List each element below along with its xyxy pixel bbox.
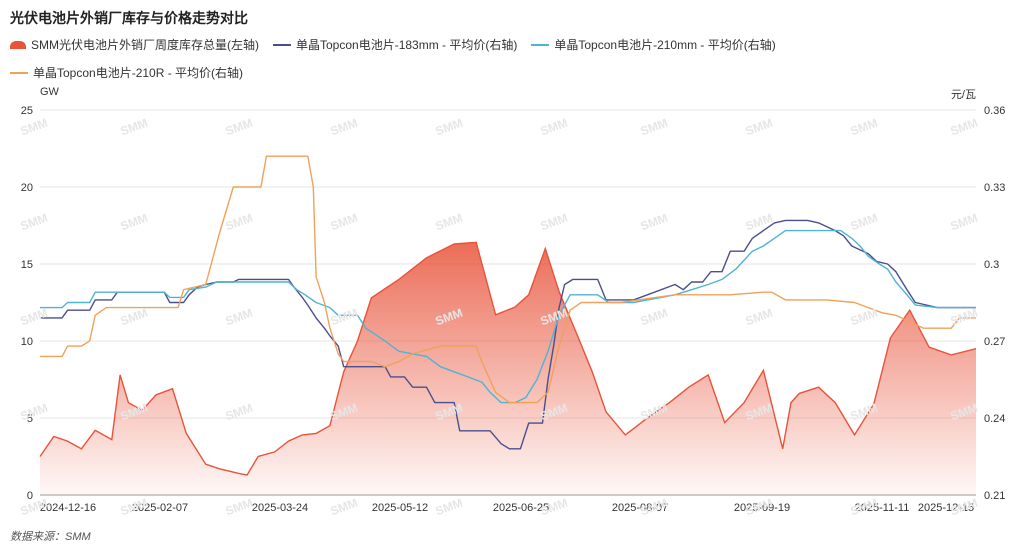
legend-label-210r: 单晶Topcon电池片-210R - 平均价(右轴)	[33, 66, 244, 80]
y-right-tick-label: 0.36	[984, 105, 1005, 117]
left-axis-unit: GW	[40, 86, 59, 98]
right-axis-unit: 元/瓦	[950, 89, 976, 101]
y-left-tick-label: 20	[21, 182, 33, 194]
x-tick-label: 2025-12-15	[918, 502, 974, 514]
x-tick-label: 2025-06-25	[493, 502, 549, 514]
y-left-tick-label: 15	[21, 259, 33, 271]
legend-item-183[interactable]: 单晶Topcon电池片-183mm - 平均价(右轴)	[273, 36, 517, 53]
series-line-inventory	[39, 241, 977, 476]
y-right-tick-label: 0.33	[984, 182, 1005, 194]
y-right-tick-label: 0.21	[984, 490, 1005, 502]
x-tick-label: 2024-12-16	[40, 502, 96, 514]
series-line-2	[40, 229, 976, 404]
legend-swatch-183	[273, 43, 291, 46]
legend-label-210: 单晶Topcon电池片-210mm - 平均价(右轴)	[554, 38, 776, 52]
legend-swatch-210	[531, 43, 550, 46]
x-tick-label: 2025-05-12	[372, 502, 428, 514]
legend-item-210[interactable]: 单晶Topcon电池片-210mm - 平均价(右轴)	[531, 36, 776, 53]
y-left-tick-label: 10	[21, 336, 33, 348]
legend-item-inventory[interactable]: SMM光伏电池片外销厂周度库存总量(左轴)	[10, 36, 259, 53]
y-left-tick-label: 0	[27, 490, 33, 502]
legend-item-210r[interactable]: 单晶Topcon电池片-210R - 平均价(右轴)	[10, 64, 243, 81]
series-line-3	[40, 155, 976, 404]
legend-swatch-210r	[10, 71, 28, 74]
x-tick-label: 2025-11-11	[855, 502, 910, 514]
x-tick-label: 2025-03-24	[252, 502, 308, 514]
y-right-tick-label: 0.24	[984, 413, 1005, 425]
legend-row-1: SMM光伏电池片外销厂周度库存总量(左轴) 单晶Topcon电池片-183mm …	[10, 36, 790, 53]
y-right-tick-label: 0.27	[984, 336, 1005, 348]
x-tick-label: 2025-09-19	[734, 502, 790, 514]
data-source: 数据来源：SMM	[10, 531, 91, 543]
series-line-1	[40, 219, 976, 450]
legend-label-inventory: SMM光伏电池片外销厂周度库存总量(左轴)	[31, 38, 259, 52]
y-left-tick-label: 25	[21, 105, 33, 117]
x-tick-label: 2025-08-07	[612, 502, 668, 514]
legend-swatch-inventory	[10, 40, 26, 49]
legend-row-2: 单晶Topcon电池片-210R - 平均价(右轴)	[10, 64, 257, 81]
series-area-inventory	[40, 242, 976, 495]
chart-title: 光伏电池片外销厂库存与价格走势对比	[10, 10, 248, 26]
y-left-tick-label: 5	[27, 413, 33, 425]
legend-label-183: 单晶Topcon电池片-183mm - 平均价(右轴)	[296, 38, 518, 52]
x-tick-label: 2025-02-07	[132, 502, 188, 514]
y-right-tick-label: 0.3	[984, 259, 999, 271]
